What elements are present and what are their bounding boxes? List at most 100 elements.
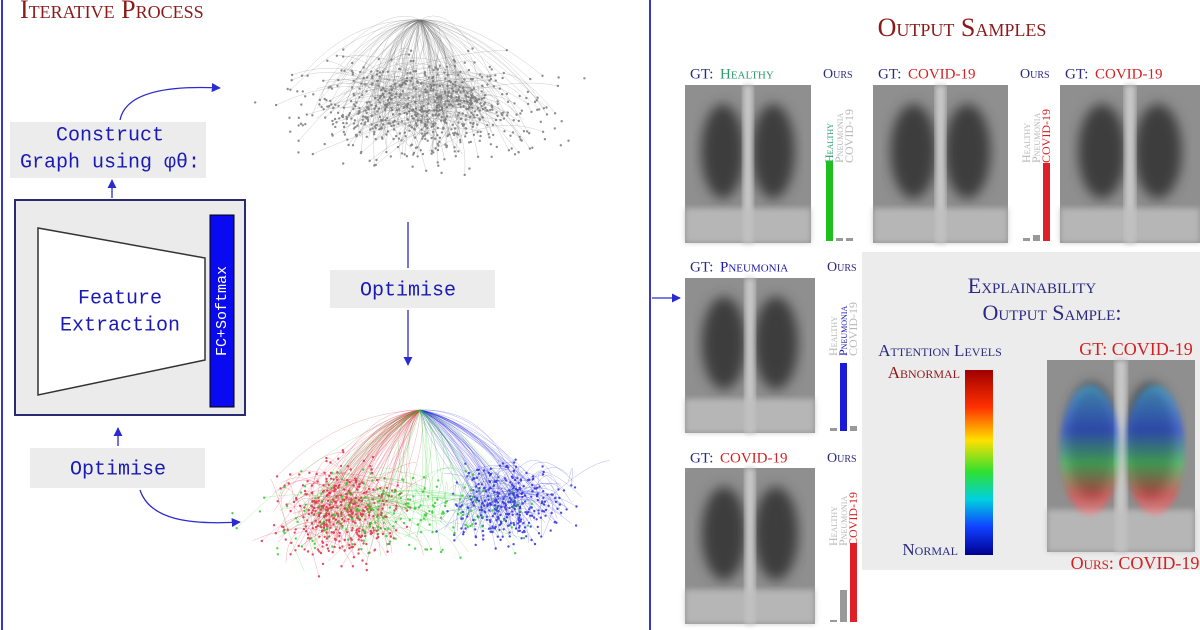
lung xyxy=(701,103,745,199)
gt-label: COVID-19 xyxy=(908,66,976,82)
xray xyxy=(1060,85,1200,243)
score-bar xyxy=(840,363,847,431)
spine xyxy=(744,468,756,624)
lung xyxy=(701,296,747,390)
class-label: Pneumonia xyxy=(836,496,850,546)
lung xyxy=(890,103,937,199)
arrows xyxy=(107,83,681,528)
legend-title: Attention Levels xyxy=(878,341,1002,360)
score-bar xyxy=(830,620,837,622)
score-bar xyxy=(1043,163,1050,241)
spine xyxy=(935,85,946,243)
class-label: Healthy xyxy=(826,506,840,546)
explain-title: Explainability xyxy=(968,273,1097,298)
xray xyxy=(685,85,811,243)
spine xyxy=(1115,360,1127,552)
score-bar xyxy=(1033,235,1040,241)
gt-prefix: GT: xyxy=(878,66,901,82)
graph-edges xyxy=(276,15,558,175)
score-bar xyxy=(836,238,843,241)
gt-label: Pneumonia xyxy=(720,259,788,275)
gt-label: Healthy xyxy=(720,66,774,82)
class-label: Pneumonia xyxy=(836,306,850,356)
spine xyxy=(742,85,754,243)
gt-prefix: GT: xyxy=(1065,66,1088,82)
xray xyxy=(873,85,1008,243)
class-label: COVID-19 xyxy=(846,492,860,546)
optimise-label: Optimise xyxy=(70,458,166,481)
colorbar-high: Abnormal xyxy=(888,363,960,382)
graph-nodes xyxy=(435,458,578,550)
class-label: Pneumonia xyxy=(1029,113,1043,163)
abdomen xyxy=(1060,208,1200,243)
xray xyxy=(685,468,815,624)
score-bar xyxy=(1023,238,1030,241)
graph-edges xyxy=(252,409,444,577)
ours-label: Ours xyxy=(1020,67,1050,82)
class-label: Pneumonia xyxy=(832,113,846,163)
class-label: COVID-19 xyxy=(842,109,856,163)
label-box xyxy=(30,448,205,488)
score-bar xyxy=(850,543,857,622)
gt-prefix: GT: xyxy=(690,259,713,275)
lung xyxy=(1134,103,1182,199)
explain-title: Output Sample: xyxy=(983,300,1122,325)
construct-label: Graph using φθ: xyxy=(20,151,200,174)
abdomen xyxy=(685,398,815,433)
label-box xyxy=(330,270,495,308)
lung xyxy=(1078,103,1126,199)
heat-overlay xyxy=(1060,385,1120,515)
samples: GT: Healthy OursHealthyPneumoniaCOVID-19GT… xyxy=(685,66,1200,624)
lung xyxy=(701,486,747,581)
abdomen xyxy=(1047,509,1195,552)
lung xyxy=(753,296,799,390)
abdomen xyxy=(873,208,1008,243)
ours-label: Ours xyxy=(823,67,853,82)
gt-label: COVID-19 xyxy=(720,450,788,466)
lung xyxy=(753,486,799,581)
panel-title: Iterative Process xyxy=(20,0,204,24)
heat-overlay xyxy=(1125,385,1185,515)
gt-label: COVID-19 xyxy=(1095,66,1163,82)
score-bar xyxy=(826,161,833,241)
spine xyxy=(1124,85,1136,243)
graph-nodes xyxy=(254,47,586,177)
score-bar xyxy=(840,590,847,622)
gt-prefix: GT: xyxy=(690,66,713,82)
explain-gt: GT: COVID-19 xyxy=(1079,339,1193,359)
colorbar xyxy=(965,370,993,555)
feature-label: Feature xyxy=(78,287,162,310)
lung xyxy=(751,103,795,199)
ours-label: Ours xyxy=(827,260,857,275)
class-label: Healthy xyxy=(826,316,840,356)
gt-prefix: GT: xyxy=(690,450,713,466)
panel-title: Output Samples xyxy=(878,13,1047,42)
colorbar-low: Normal xyxy=(902,540,958,559)
class-label: Healthy xyxy=(1019,123,1033,163)
graphs xyxy=(231,15,610,578)
explain-prediction: Ours: COVID-19 xyxy=(1071,553,1200,573)
score-bar xyxy=(850,426,857,431)
fc-block xyxy=(209,214,235,408)
feature-label: Extraction xyxy=(60,314,180,337)
construct-label: Construct xyxy=(56,124,164,147)
xray xyxy=(685,278,815,433)
abdomen xyxy=(685,208,811,243)
class-label: COVID-19 xyxy=(1039,109,1053,163)
spine xyxy=(744,278,756,433)
trapezoid xyxy=(37,227,206,396)
score-bar xyxy=(830,428,837,431)
optimise-label: Optimise xyxy=(360,279,456,302)
score-bar xyxy=(846,238,853,241)
fc-label: FC+Softmax xyxy=(214,266,231,356)
ours-label: Ours xyxy=(827,451,857,466)
lung xyxy=(944,103,991,199)
label-box xyxy=(10,122,206,178)
heatmap-xray xyxy=(1047,360,1195,552)
class-label: Healthy xyxy=(822,123,836,163)
abdomen xyxy=(685,589,815,624)
graph-edges xyxy=(236,409,532,572)
class-label: COVID-19 xyxy=(846,302,860,356)
